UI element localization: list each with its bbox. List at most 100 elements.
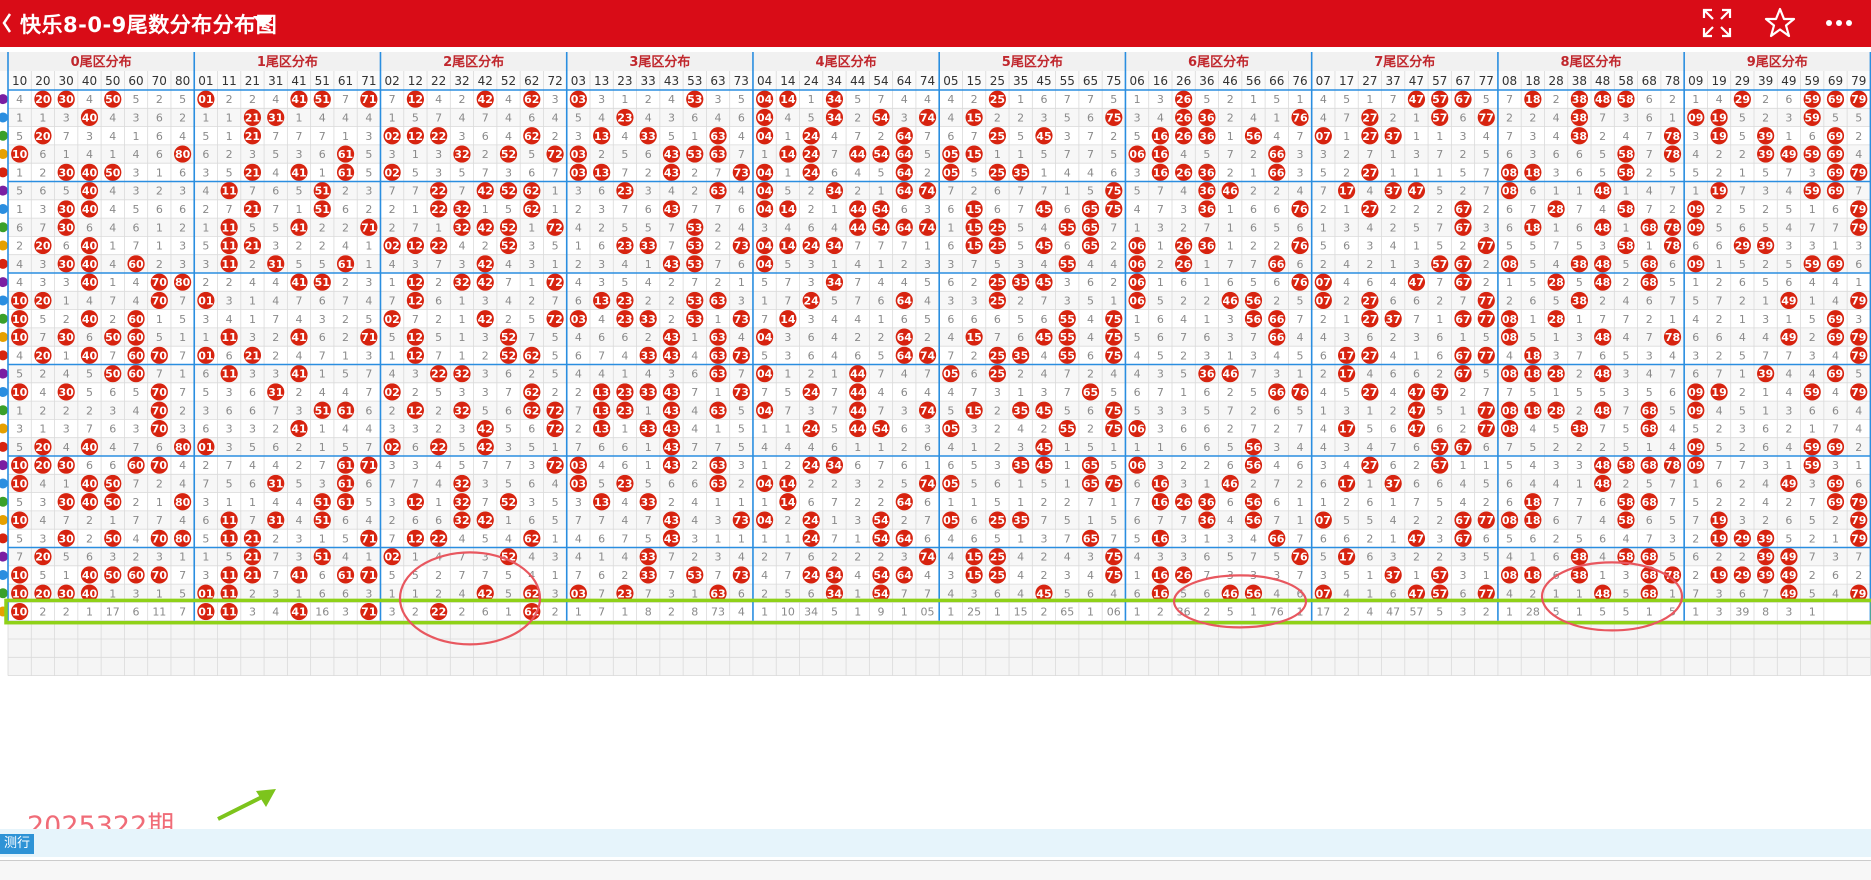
miss-count: 2 (1855, 569, 1862, 582)
hit-ball (1617, 90, 1635, 108)
miss-count: 3 (552, 587, 559, 600)
miss-count: 1 (179, 551, 186, 564)
miss-count: 4 (179, 130, 186, 143)
miss-count: 1 (1553, 221, 1560, 234)
miss-count: 3 (1762, 459, 1769, 472)
miss-count: 6 (1413, 294, 1420, 307)
hit-number: 71 (361, 221, 376, 234)
miss-count: 5 (1669, 166, 1676, 179)
bottom-toolbar (0, 829, 1871, 857)
miss-count: 7 (1855, 551, 1862, 564)
hit-number: 45 (1036, 404, 1051, 417)
hit-ball (1431, 108, 1449, 127)
miss-count: 5 (1599, 166, 1606, 179)
hit-ball (1687, 383, 1705, 401)
hit-number: 69 (1828, 331, 1843, 344)
miss-count: 3 (16, 423, 23, 436)
miss-count: 1 (1064, 441, 1071, 454)
miss-count: 6 (621, 459, 628, 472)
hit-ball (1314, 273, 1332, 291)
hit-ball (895, 127, 913, 145)
hit-number: 72 (547, 423, 562, 436)
back-chevron-icon[interactable] (2, 12, 12, 34)
hit-ball (1826, 182, 1845, 200)
hit-ball (942, 365, 960, 383)
miss-count: 4 (179, 514, 186, 527)
miss-count: 6 (1227, 496, 1234, 509)
more-icon[interactable] (1822, 6, 1856, 40)
miss-count: 7 (901, 240, 908, 253)
hit-ball (57, 218, 75, 236)
hit-number: 61 (338, 459, 353, 472)
miss-count: 1 (1040, 166, 1047, 179)
miss-count: 2 (1460, 185, 1467, 198)
hit-ball (243, 163, 262, 181)
hit-number: 37 (1386, 130, 1401, 143)
miss-count: 7 (272, 203, 279, 216)
hit-number: 63 (710, 368, 725, 381)
bottom-button[interactable]: 测行 (0, 834, 35, 854)
title-dropdown-icon[interactable] (253, 16, 273, 28)
hit-number: 54 (873, 514, 889, 527)
hit-ball (313, 273, 331, 291)
hit-ball (616, 401, 634, 419)
hit-number: 55 (1060, 258, 1075, 271)
hit-number: 55 (1060, 423, 1075, 436)
hit-number: 75 (1106, 203, 1121, 216)
miss-count: 2 (39, 606, 46, 619)
miss-count: 1 (1809, 606, 1816, 619)
miss-count: 7 (1227, 404, 1234, 417)
miss-count: 2 (1227, 423, 1234, 436)
miss-count: 1 (1064, 185, 1071, 198)
miss-count: 5 (202, 532, 209, 545)
hit-number: 25 (990, 276, 1005, 289)
page-title[interactable]: 快乐8-0-9尾数分布分布图 (20, 13, 278, 37)
hit-number: 65 (1083, 532, 1098, 545)
miss-count: 1 (226, 111, 233, 124)
miss-count: 1 (1692, 93, 1699, 106)
miss-count: 6 (1087, 404, 1094, 417)
miss-count: 3 (179, 258, 186, 271)
hit-ball (1454, 218, 1472, 236)
miss-count: 1 (1227, 349, 1234, 362)
miss-count: 6 (1436, 331, 1443, 344)
hit-number: 24 (804, 386, 820, 399)
hit-number: 59 (1805, 258, 1820, 271)
hit-number: 06 (1129, 294, 1145, 307)
miss-count: 3 (1553, 459, 1560, 472)
hit-ball (872, 218, 890, 236)
hit-number: 03 (571, 313, 586, 326)
miss-count: 1 (761, 459, 768, 472)
hit-ball (965, 145, 983, 163)
miss-count: 2 (645, 331, 652, 344)
miss-count: 3 (1460, 569, 1467, 582)
hit-ball (709, 346, 727, 364)
miss-count: 3 (202, 313, 209, 326)
miss-count: 7 (1273, 477, 1280, 490)
miss-count: 1 (458, 313, 465, 326)
miss-count: 5 (1320, 166, 1327, 179)
star-icon[interactable] (1763, 6, 1797, 40)
miss-count: 4 (1506, 349, 1513, 362)
hit-number: 78 (1665, 331, 1680, 344)
hit-number: 56 (1246, 459, 1262, 472)
miss-count: 4 (1390, 276, 1397, 289)
miss-count: 6 (1413, 368, 1420, 381)
miss-count: 3 (39, 496, 46, 509)
miss-count: 7 (1040, 514, 1047, 527)
column-number: 66 (1269, 74, 1284, 88)
miss-count: 2 (994, 111, 1001, 124)
miss-count: 1 (831, 368, 838, 381)
section-header: 4尾区分布 (816, 54, 877, 70)
miss-count: 2 (854, 551, 861, 564)
hit-ball (150, 346, 168, 364)
hit-number: 11 (222, 258, 237, 271)
miss-count: 1 (1622, 221, 1629, 234)
miss-count: 5 (1110, 459, 1117, 472)
hit-ball (1826, 328, 1845, 346)
fullscreen-icon[interactable] (1700, 6, 1734, 40)
miss-count: 2 (1017, 111, 1024, 124)
hit-number: 18 (1525, 514, 1540, 527)
miss-count: 1 (1203, 276, 1210, 289)
hit-ball (988, 218, 1007, 236)
